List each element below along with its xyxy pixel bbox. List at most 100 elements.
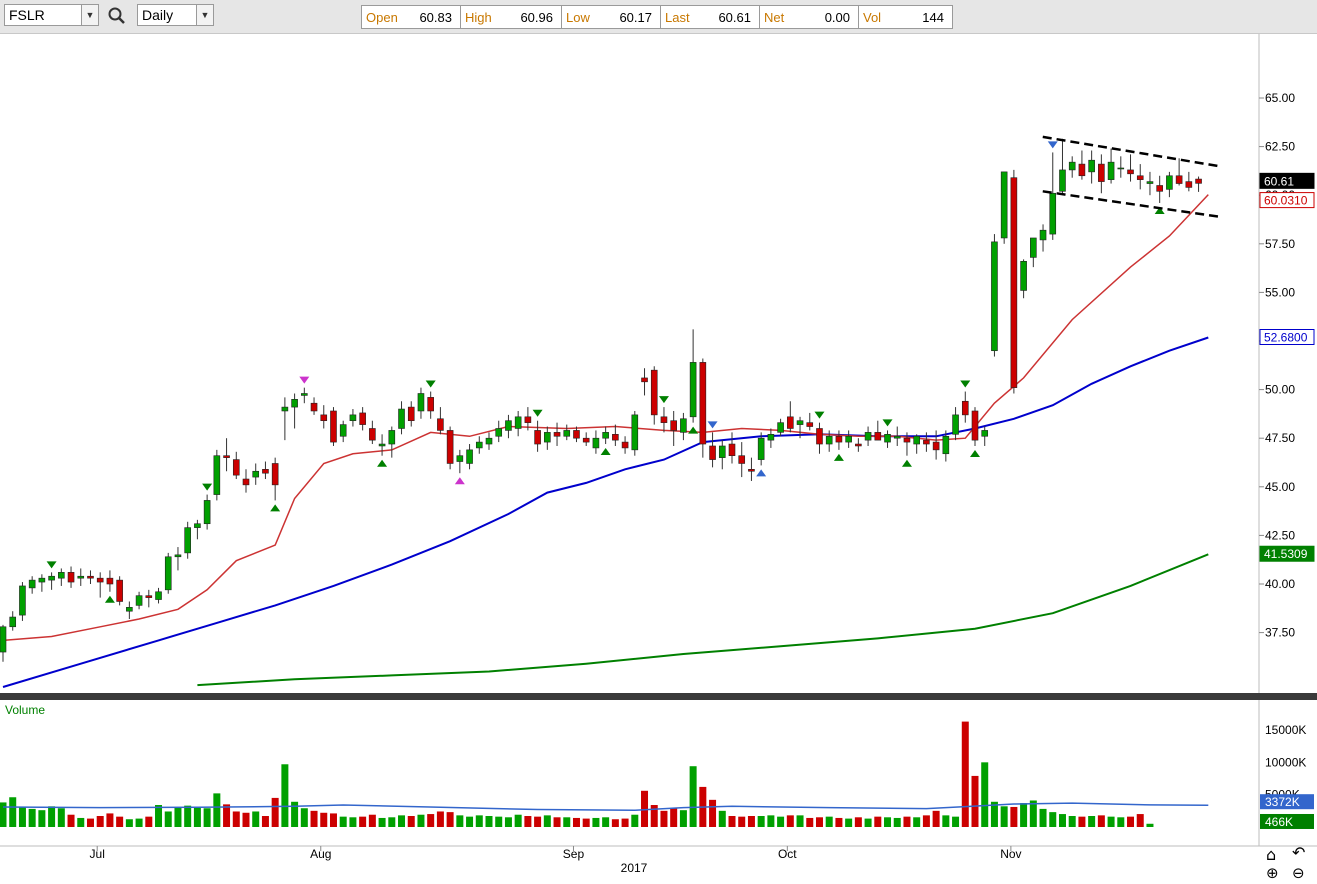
buy-signal-marker [104,595,115,603]
volume-label: Volume [5,703,45,717]
quote-value: 0.00 [824,9,850,25]
volume-bar [67,814,75,827]
candle [1107,148,1115,184]
volume-bar [164,811,172,827]
signal-markers [46,141,1165,603]
volume-marker-box [1260,794,1314,810]
volume-bar [9,797,17,827]
candle [1000,171,1008,244]
candle [961,391,969,423]
volume-bar [145,816,153,827]
candle [466,444,473,470]
time-axis: Jul Aug Sep Oct Nov [90,846,1022,861]
price-marker: 60.0310 [1259,192,1315,209]
candle [660,407,668,433]
volume-bar [777,816,785,827]
trendline[interactable] [1042,190,1219,218]
candle-body [437,418,444,431]
candle [796,416,804,439]
quote-label: Vol [863,9,882,25]
candle-body [1146,181,1154,184]
interval-value[interactable]: Daily [142,7,174,23]
price-chart[interactable]: 65.0062.5060.0057.5055.0052.5050.0047.50… [0,34,1317,884]
candle [378,434,386,456]
candle [164,552,172,594]
buy-signal-marker [688,426,699,434]
pane-divider[interactable] [0,693,1317,700]
candle [145,589,153,608]
volume-bar [611,819,619,827]
chart-background [0,34,1317,884]
volume-bar [388,817,396,827]
month-label: Aug [310,847,331,861]
zoom-out-icon[interactable]: ⊖ [1292,864,1305,882]
buy-signal-marker [1154,206,1165,214]
volume-bar [572,817,580,827]
undo-icon[interactable]: ↶ [1292,843,1306,862]
candle-body [553,432,561,437]
candle [19,582,26,621]
price-marker-label: 60.61 [1264,174,1294,188]
symbol-value[interactable]: FSLR [9,7,45,23]
quote-value: 60.96 [520,9,553,25]
candle-body [1107,161,1115,180]
candle-body [1068,161,1076,171]
candle [369,420,376,445]
chevron-down-icon[interactable]: ▼ [81,5,98,25]
candle [38,574,46,592]
zoom-in-icon[interactable]: ⊕ [1266,864,1279,882]
candle [28,576,36,594]
month-label: Nov [1000,847,1021,861]
candle-body [932,441,940,451]
candle [87,570,94,584]
candle [621,436,629,454]
volume-bar [903,816,911,827]
candle [194,519,201,540]
volume-bar [884,817,892,827]
candle [544,426,551,450]
candle-body [456,455,464,462]
volume-bar [174,806,182,827]
candle [417,387,425,419]
volume-bar [86,818,94,827]
candle-body [1088,159,1095,173]
quote-label: Last [665,9,690,25]
volume-axis: 15000K10000K5000K3372K466K [1260,723,1314,829]
candle-body [281,406,289,412]
interval-combo[interactable]: Daily ▼ [137,4,214,26]
price-tick-label: 50.00 [1265,383,1295,397]
buy-signal-marker [901,459,912,467]
sell-signal-marker [46,561,57,569]
home-icon[interactable]: ⌂ [1266,845,1277,864]
candle [816,422,823,454]
symbol-combo[interactable]: FSLR ▼ [4,4,99,26]
candle [806,412,814,431]
sell-signal-marker [882,419,893,427]
volume-bar [689,766,697,827]
candle [602,426,609,445]
chevron-down-icon[interactable]: ▼ [196,5,213,25]
candle [787,401,794,433]
candle [0,624,7,662]
candle [971,407,979,446]
search-icon[interactable] [107,6,127,26]
volume-bar [786,815,794,827]
volume-bar [961,721,969,827]
candle [1136,164,1144,190]
volume-bar [1146,823,1154,827]
volume-bar [1068,816,1076,827]
candle-body [835,435,843,443]
candle [757,432,765,466]
volume-bar [48,806,56,827]
volume-bar [1107,816,1115,827]
trendline[interactable] [1042,135,1219,168]
ma-mid-line [2,336,1209,688]
candle-body [942,435,950,455]
candle-body [28,579,36,589]
price-marker: 41.5309 [1259,545,1315,562]
volume-bar [193,806,201,827]
candle [563,424,571,441]
volume-bar [427,814,435,827]
candle-body [884,434,891,443]
candle-body [855,443,862,447]
